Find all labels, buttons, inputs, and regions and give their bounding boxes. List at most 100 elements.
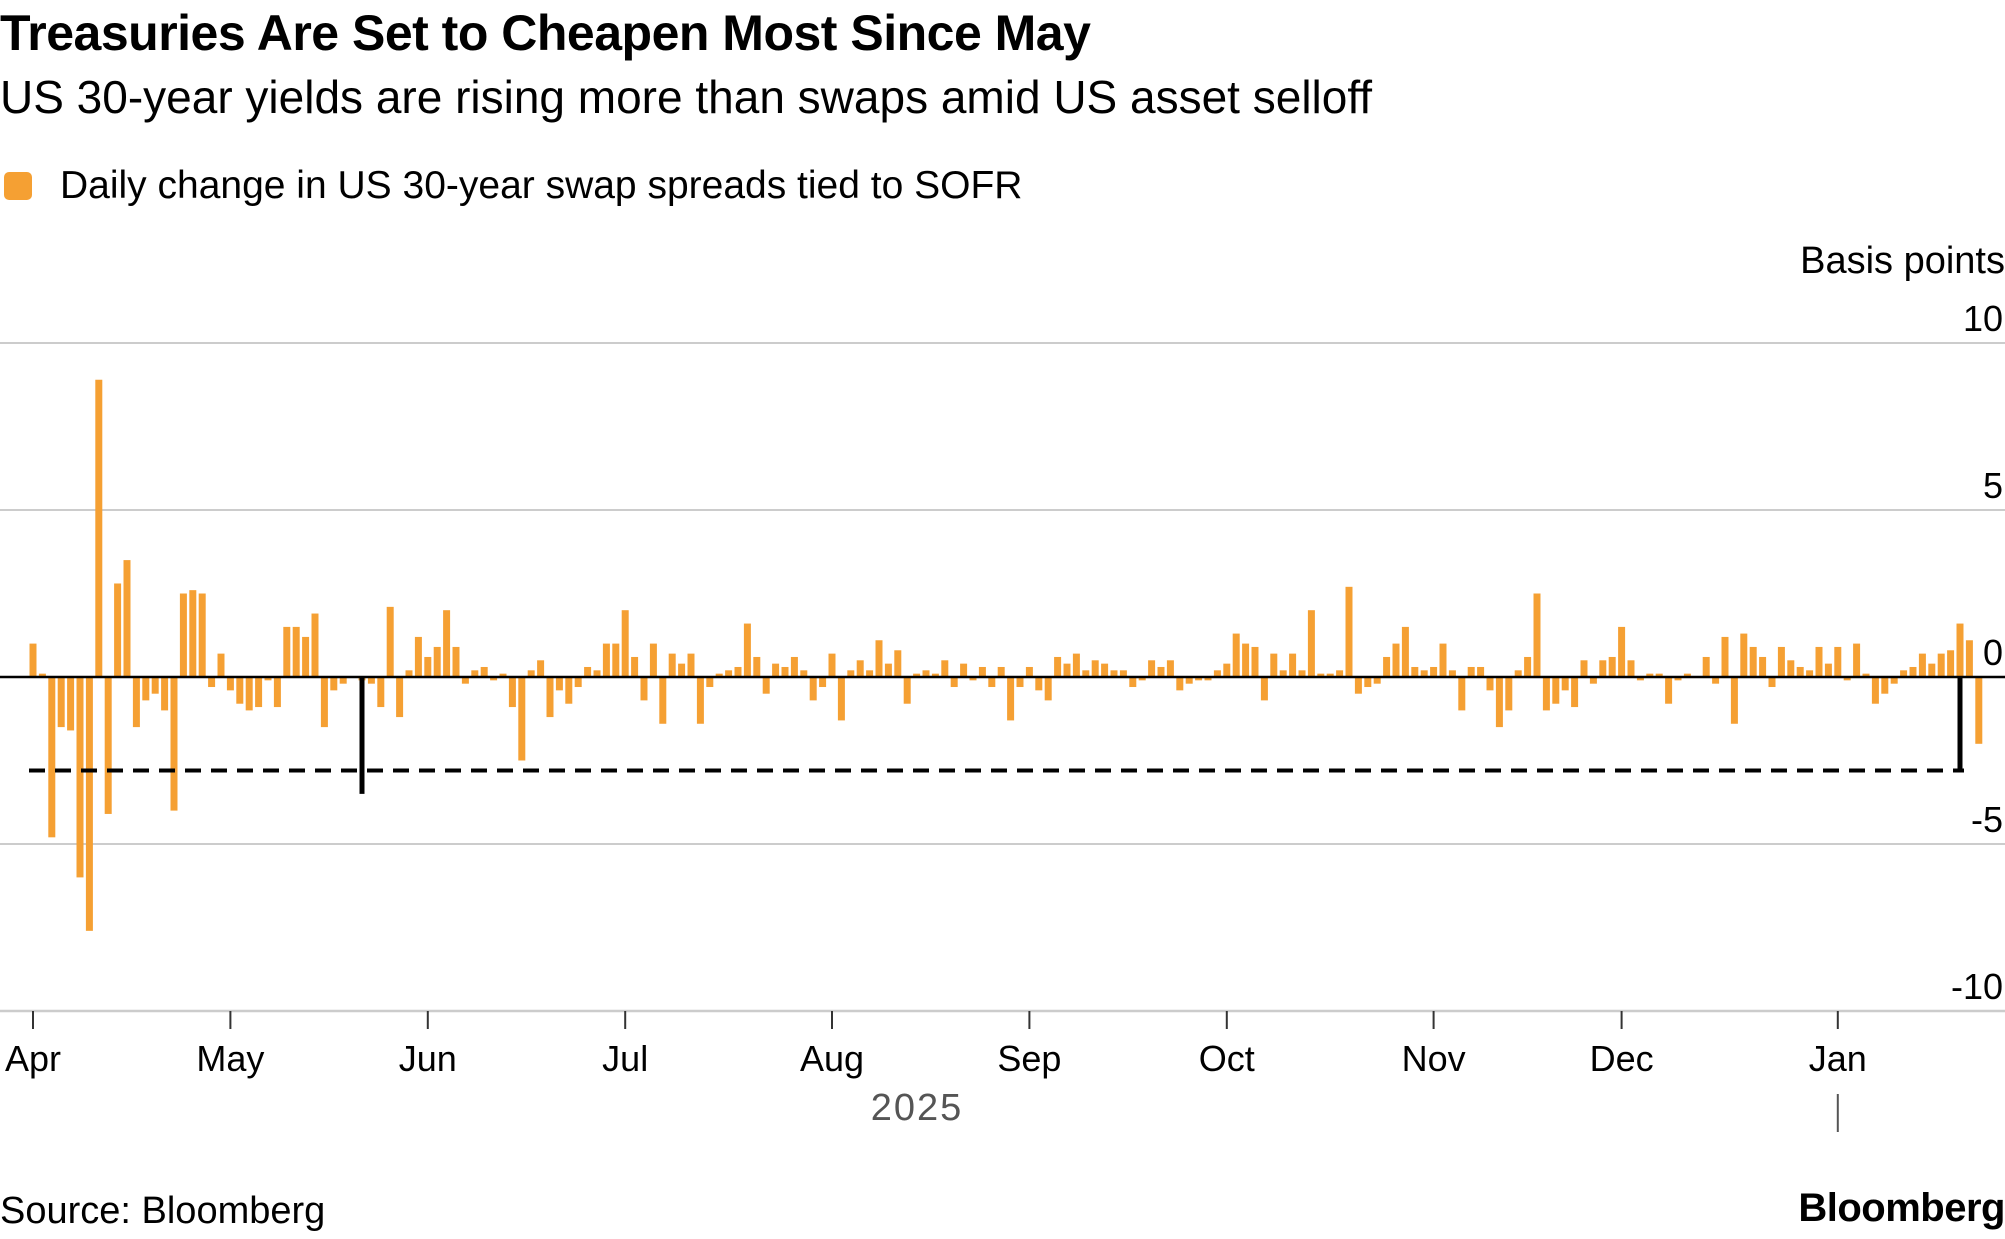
bar (1580, 660, 1588, 677)
bar (1599, 660, 1607, 677)
bar (1947, 650, 1955, 677)
bar (330, 677, 338, 691)
bar (1862, 673, 1870, 677)
bar (433, 646, 441, 677)
bar (1420, 670, 1428, 677)
bar (1571, 677, 1579, 708)
year-label: 2025 (871, 1087, 964, 1129)
bar (1477, 666, 1485, 677)
x-tick-label: Nov (1402, 1038, 1466, 1079)
bar (1204, 677, 1212, 681)
bar (1824, 663, 1832, 677)
bar (405, 670, 413, 677)
y-tick-label: 0 (1983, 632, 2003, 673)
bar (894, 650, 902, 677)
bar (1129, 677, 1137, 688)
bar (734, 666, 742, 677)
bar (283, 626, 291, 677)
bar (104, 677, 112, 814)
bar (1148, 660, 1156, 677)
bar (1223, 663, 1231, 677)
bar (1853, 643, 1861, 677)
bar (1975, 677, 1983, 744)
bar (640, 677, 648, 701)
bar (913, 673, 921, 677)
bar (1392, 643, 1400, 677)
bar (499, 673, 507, 677)
bar (781, 666, 789, 677)
bar (311, 613, 319, 677)
bar (593, 670, 601, 677)
bar (565, 677, 573, 704)
bar (1655, 673, 1663, 677)
bar (715, 673, 723, 677)
bar (151, 677, 159, 694)
bar (208, 677, 216, 688)
bar (1439, 643, 1447, 677)
bar (997, 666, 1005, 677)
bar (273, 677, 281, 708)
bar (1881, 677, 1889, 694)
bar (1430, 666, 1438, 677)
bar (743, 623, 751, 677)
x-tick-label: Jul (602, 1038, 648, 1079)
bar (969, 677, 977, 681)
bar (1289, 653, 1297, 677)
bar (1251, 646, 1259, 677)
bar (1646, 673, 1654, 677)
bar (1195, 677, 1203, 681)
bar (800, 670, 808, 677)
bar (790, 656, 798, 677)
bar (1213, 670, 1221, 677)
bar (1110, 670, 1118, 677)
bar (527, 670, 535, 677)
bar (875, 640, 883, 677)
bar (1796, 666, 1804, 677)
bar (1561, 677, 1569, 691)
bar (189, 590, 197, 677)
bar (866, 670, 874, 677)
bar (772, 663, 780, 677)
y-axis-unit-label: Basis points (1800, 240, 2005, 282)
bar (339, 677, 347, 684)
legend-label: Daily change in US 30-year swap spreads … (60, 164, 1023, 207)
x-tick-label: Aug (800, 1038, 864, 1079)
bar (649, 643, 657, 677)
bar (264, 677, 272, 681)
bar (678, 663, 686, 677)
bar (1918, 653, 1926, 677)
bar (1542, 677, 1550, 711)
bar (978, 666, 986, 677)
bar (95, 379, 103, 677)
chart-subtitle: US 30-year yields are rising more than s… (0, 71, 1373, 123)
bar (931, 673, 939, 677)
bar (1815, 646, 1823, 677)
bar (1383, 656, 1391, 677)
bar (461, 677, 469, 684)
bar (706, 677, 714, 688)
x-tick-label: May (196, 1038, 264, 1079)
x-tick-label: Sep (997, 1038, 1061, 1079)
bar (226, 677, 234, 691)
bar (1307, 610, 1315, 677)
bar (922, 670, 930, 677)
bar (367, 677, 375, 684)
x-tick-label: Apr (5, 1038, 61, 1079)
bar (1533, 593, 1541, 677)
legend-swatch (4, 172, 32, 200)
bar (386, 606, 394, 677)
chart-title: Treasuries Are Set to Cheapen Most Since… (0, 5, 1091, 61)
bar (1232, 633, 1240, 677)
bar (1119, 670, 1127, 677)
bar (1721, 636, 1729, 677)
bar (1101, 663, 1109, 677)
bar (837, 677, 845, 721)
bar (762, 677, 770, 694)
bar (1279, 670, 1287, 677)
bar (1524, 656, 1532, 677)
bar (320, 677, 328, 728)
bar (508, 677, 516, 708)
bar (1298, 670, 1306, 677)
bar (1364, 677, 1372, 688)
